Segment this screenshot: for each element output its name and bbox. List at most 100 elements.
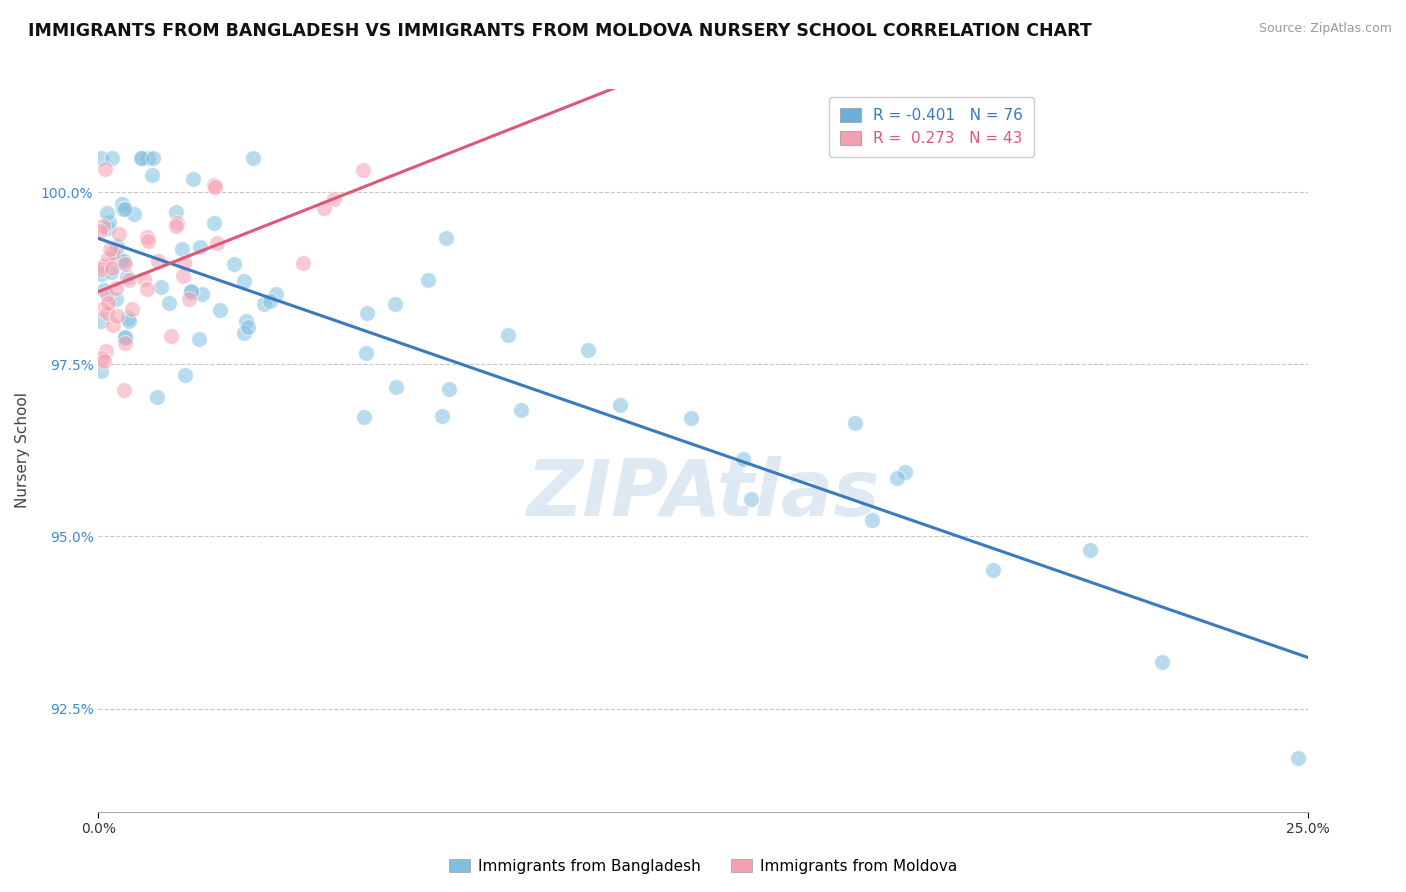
Point [90, 262, 112, 277]
Point [117, 311, 139, 326]
Point [205, 236, 228, 251]
Point [111, 197, 134, 211]
Point [115, 270, 138, 285]
Point [191, 286, 214, 301]
Point [1152, 655, 1174, 669]
Point [112, 253, 135, 268]
Text: IMMIGRANTS FROM BANGLADESH VS IMMIGRANTS FROM MOLDOVA NURSERY SCHOOL CORRELATION: IMMIGRANTS FROM BANGLADESH VS IMMIGRANTS… [28, 22, 1092, 40]
Point [177, 292, 200, 306]
Point [384, 380, 406, 394]
Point [90, 363, 112, 377]
Point [430, 409, 453, 423]
Point [165, 205, 187, 219]
Point [129, 151, 152, 165]
Point [101, 318, 124, 333]
Point [188, 332, 211, 346]
Point [110, 254, 132, 268]
Point [90, 351, 112, 366]
Point [253, 297, 276, 311]
Point [1078, 543, 1101, 558]
Point [93, 354, 115, 368]
Text: Source: ZipAtlas.com: Source: ZipAtlas.com [1258, 22, 1392, 36]
Point [384, 296, 406, 310]
Point [733, 452, 755, 467]
Point [97, 296, 120, 310]
Point [100, 265, 122, 279]
Point [160, 328, 183, 343]
Point [131, 152, 153, 166]
Point [180, 284, 202, 298]
Point [844, 416, 866, 430]
Point [146, 254, 169, 268]
Point [509, 402, 531, 417]
Point [94, 344, 117, 359]
Point [90, 267, 112, 281]
Point [122, 207, 145, 221]
Text: ZIPAtlas: ZIPAtlas [526, 456, 880, 532]
Point [91, 302, 114, 317]
Point [150, 280, 173, 294]
Point [235, 314, 257, 328]
Point [233, 326, 256, 341]
Point [1286, 750, 1309, 764]
Point [202, 178, 225, 192]
Point [439, 382, 461, 396]
Point [180, 285, 202, 299]
Point [96, 286, 118, 301]
Point [132, 272, 155, 286]
Point [100, 151, 122, 165]
Point [264, 286, 287, 301]
Point [114, 330, 136, 344]
Point [353, 410, 375, 425]
Point [208, 302, 231, 317]
Point [172, 242, 194, 256]
Point [894, 465, 917, 479]
Point [356, 306, 378, 320]
Point [679, 410, 702, 425]
Point [97, 220, 120, 235]
Point [312, 201, 335, 215]
Point [142, 151, 165, 165]
Point [740, 491, 762, 506]
Point [96, 305, 118, 319]
Point [166, 216, 188, 230]
Point [498, 327, 520, 342]
Point [93, 162, 115, 177]
Point [136, 151, 159, 165]
Point [860, 513, 883, 527]
Point [204, 216, 226, 230]
Point [89, 224, 111, 238]
Point [96, 205, 118, 219]
Point [112, 384, 135, 398]
Point [136, 230, 159, 244]
Point [91, 259, 114, 273]
Point [121, 302, 143, 317]
Point [204, 179, 226, 194]
Point [136, 234, 159, 248]
Point [101, 261, 124, 276]
Point [98, 242, 121, 256]
Point [188, 239, 211, 253]
Point [181, 172, 204, 186]
Point [105, 239, 128, 253]
Point [232, 275, 254, 289]
Point [104, 281, 127, 295]
Point [222, 257, 245, 271]
Point [93, 283, 115, 297]
Point [111, 202, 134, 217]
Point [236, 319, 259, 334]
Point [416, 273, 439, 287]
Y-axis label: Nursery School: Nursery School [15, 392, 30, 508]
Point [103, 245, 125, 260]
Point [97, 251, 120, 265]
Point [118, 314, 141, 328]
Point [434, 231, 457, 245]
Point [173, 256, 195, 270]
Point [114, 331, 136, 345]
Legend: Immigrants from Bangladesh, Immigrants from Moldova: Immigrants from Bangladesh, Immigrants f… [443, 853, 963, 880]
Point [242, 151, 264, 165]
Point [105, 309, 128, 323]
Legend: R = -0.401   N = 76, R =  0.273   N = 43: R = -0.401 N = 76, R = 0.273 N = 43 [830, 97, 1033, 157]
Point [165, 219, 187, 233]
Point [117, 273, 139, 287]
